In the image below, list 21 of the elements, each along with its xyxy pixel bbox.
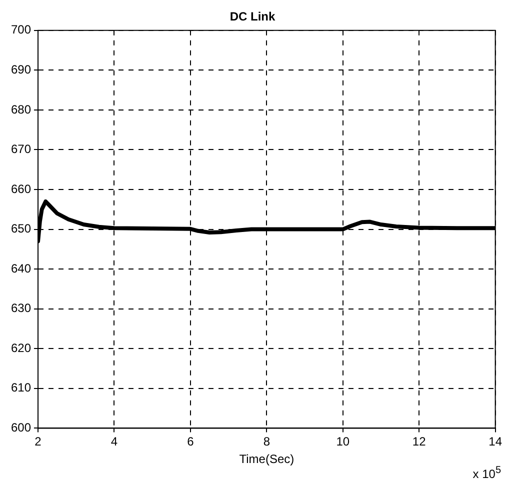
x-tick-label: 14 [488,434,502,449]
y-tick-label: 610 [10,380,32,395]
y-tick-label: 680 [10,102,32,116]
y-tick-label: 620 [10,340,32,355]
x-tick-label: 4 [110,434,118,449]
y-tick-label: 600 [10,420,32,435]
chart-title: DC Link [230,10,276,24]
y-tick-label: 660 [10,182,32,196]
x-tick-label: 10 [336,434,350,449]
y-tick-label: 630 [10,301,32,316]
text: x 10$^{5}$ [472,465,501,481]
x-tick-label: 2 [34,434,42,449]
x-tick-label: 6 [187,434,194,449]
y-tick-label: 650 [10,222,32,236]
y-tick-label: 690 [10,62,32,76]
y-tick-label: 700 [10,22,32,37]
y-tick-label: 670 [10,142,32,156]
x-tick-label: 8 [263,434,270,449]
x-tick-label: 12 [412,434,426,449]
x-axis-title: Time(Sec) [239,452,294,466]
y-tick-label: 640 [10,261,32,276]
